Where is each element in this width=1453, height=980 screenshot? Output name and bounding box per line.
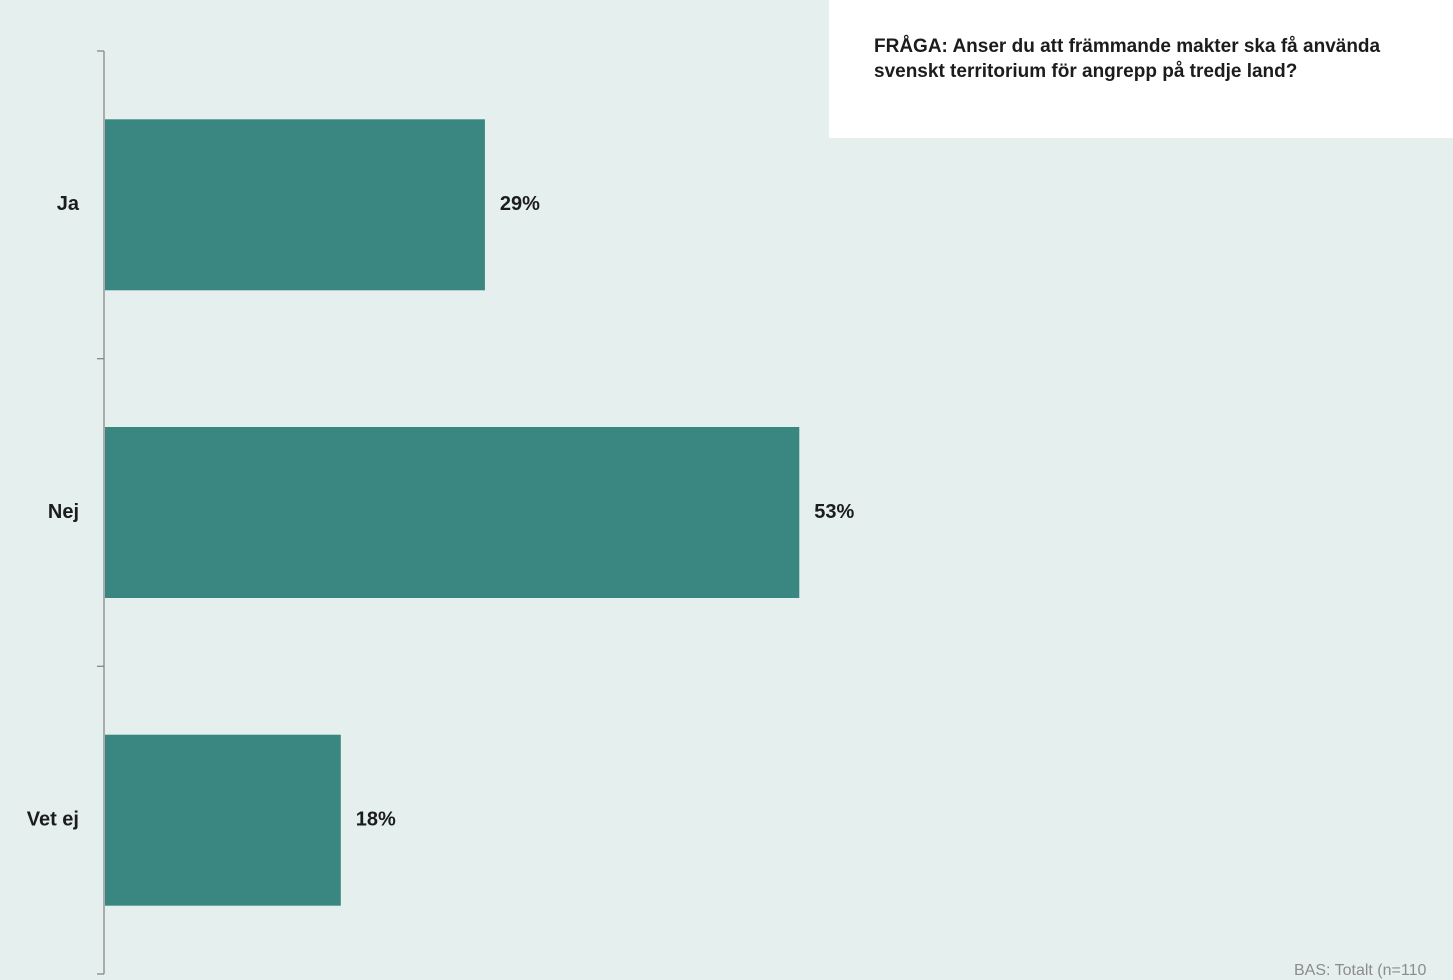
bar-nej xyxy=(105,427,800,598)
base-footnote: BAS: Totalt (n=110 xyxy=(1294,962,1427,979)
category-label: Nej xyxy=(48,501,79,523)
category-label: Ja xyxy=(57,193,80,215)
category-label: Vet ej xyxy=(27,808,79,830)
value-label: 29% xyxy=(500,193,540,215)
bar-vet-ej xyxy=(105,734,341,906)
question-text: FRÅGA: Anser du att främmande makter ska… xyxy=(874,36,1381,82)
value-label: 53% xyxy=(814,501,854,523)
value-label: 18% xyxy=(356,808,396,830)
question-box: FRÅGA: Anser du att främmande makter ska… xyxy=(829,0,1453,138)
bar-ja xyxy=(105,119,485,291)
